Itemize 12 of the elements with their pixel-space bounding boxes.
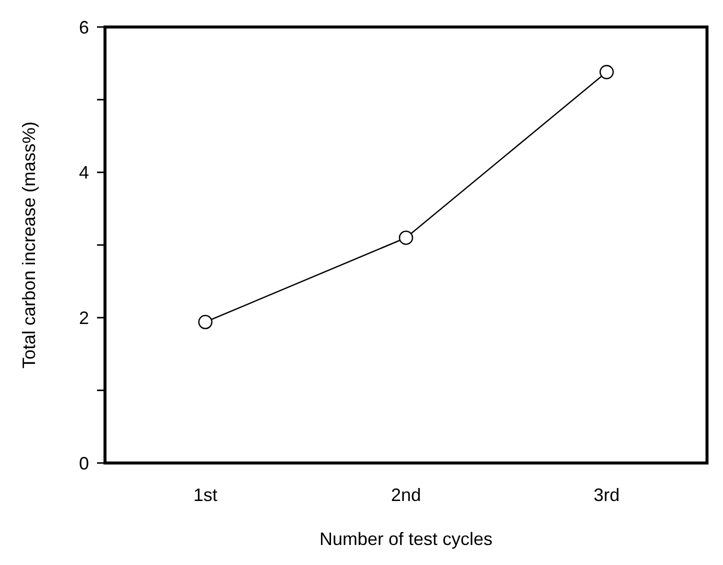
y-tick-label: 0 [78,453,89,474]
y-tick-label: 2 [78,308,89,328]
y-tick-label: 6 [78,17,89,38]
x-tick-label: 3rd [594,485,620,505]
y-tick-label: 4 [78,162,89,183]
point [198,314,212,330]
x-tick-label: 2nd [390,485,422,505]
point [398,230,414,245]
x-axis-title: Number of test cycles [319,529,493,549]
point [600,64,614,80]
y-axis-title: Total carbon increase (mass%) [19,121,39,369]
x-tick-label: 1st [193,485,218,505]
